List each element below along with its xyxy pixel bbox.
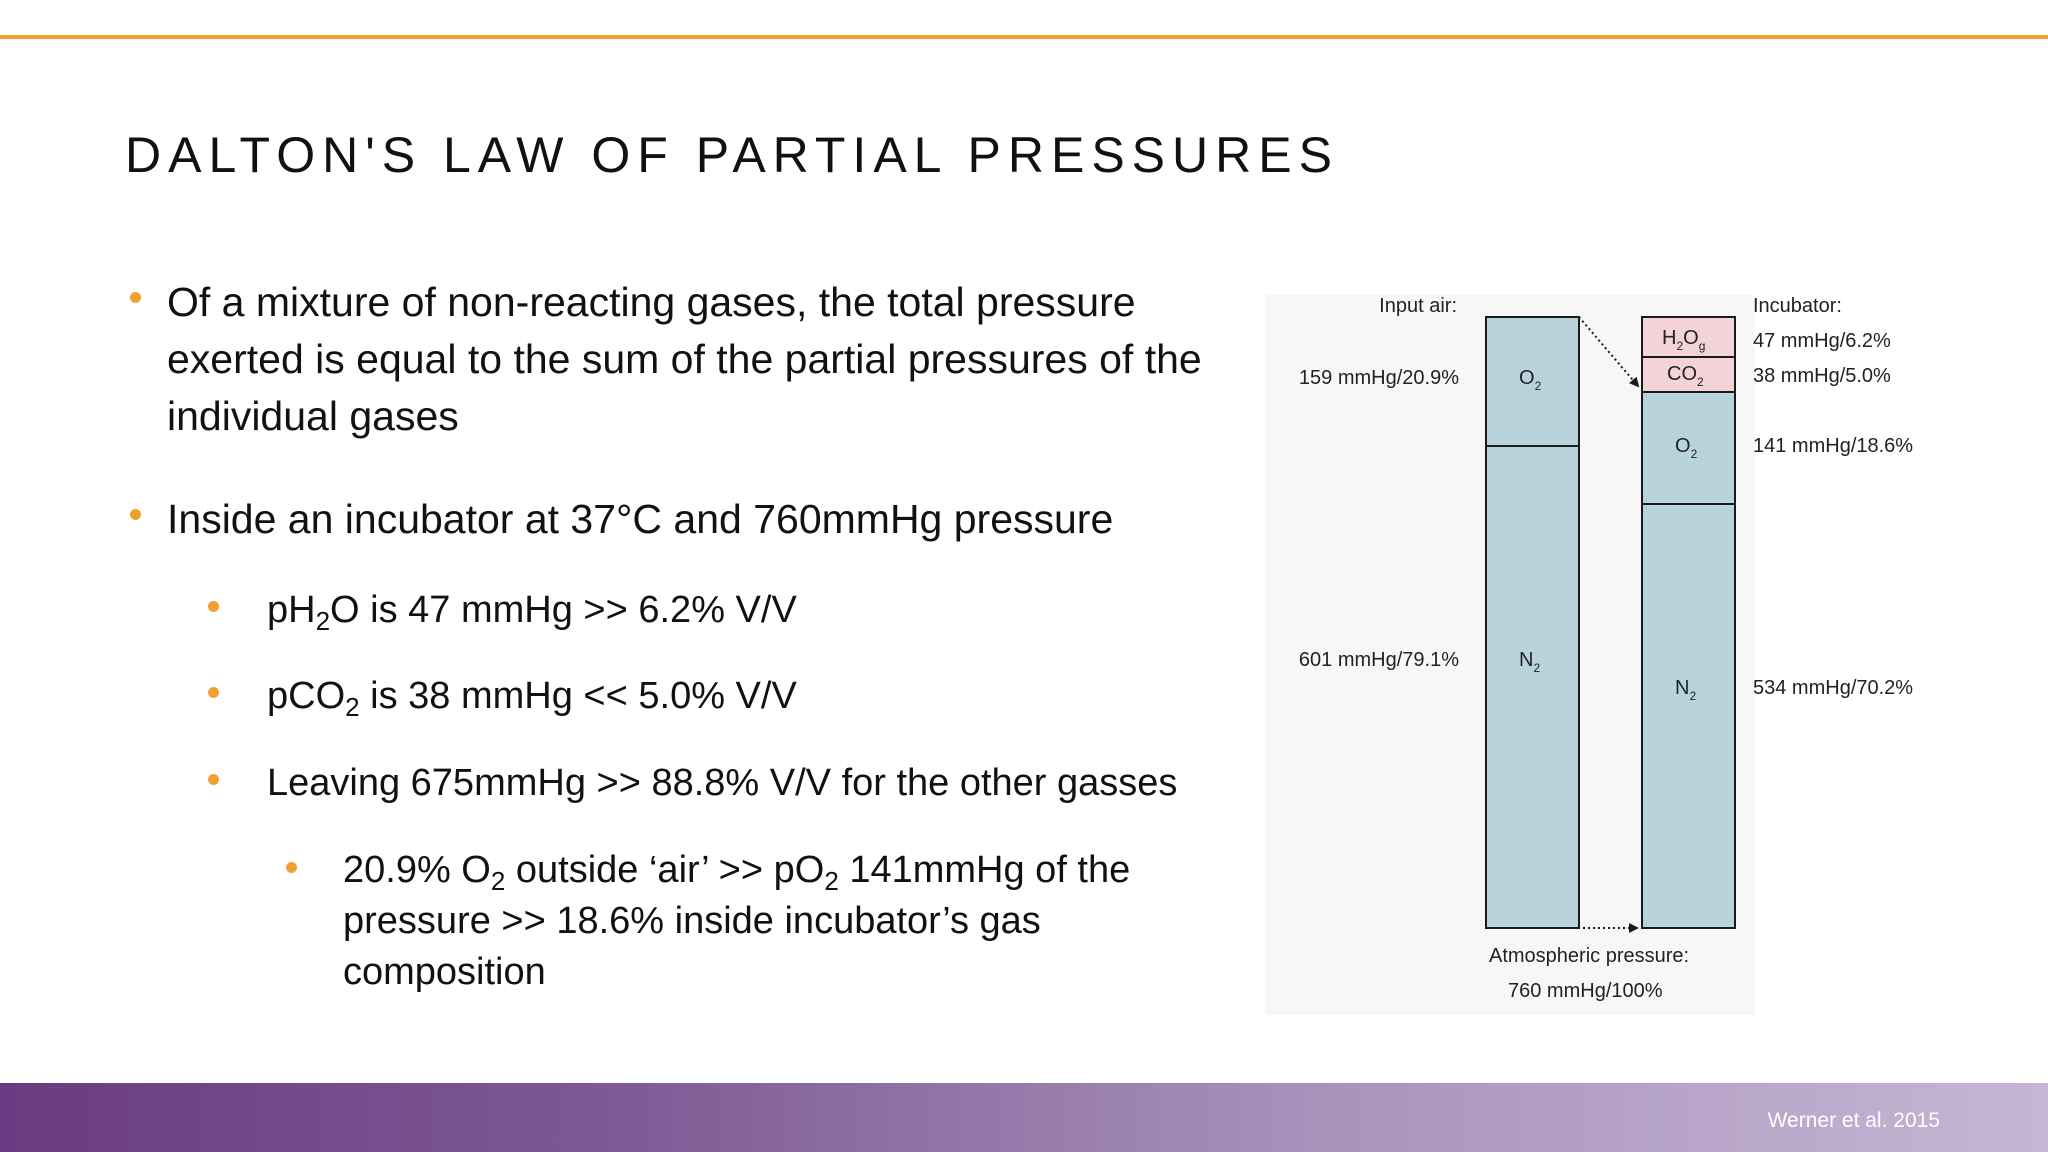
bullet-dot-icon: [130, 292, 141, 303]
bullet-dot-icon: [286, 862, 297, 873]
input-n2-symbol: N2: [1519, 649, 1540, 675]
bullet-dot-icon: [208, 774, 219, 785]
partial-pressure-figure: Input air: Incubator: 159 mmHg/20.9% 601…: [1265, 280, 1985, 1020]
incubator-h2o-box: [1641, 316, 1736, 358]
incubator-o2-box: [1641, 391, 1736, 505]
incubator-co2-value: 38 mmHg/5.0%: [1753, 365, 1891, 387]
incubator-co2-symbol: CO2: [1667, 363, 1704, 389]
bullet-daltons-law: Of a mixture of non-reacting gases, the …: [167, 279, 1202, 439]
input-n2-box: [1485, 445, 1580, 929]
bullet-remaining-gases: Leaving 675mmHg >> 88.8% V/V for the oth…: [267, 762, 1178, 804]
incubator-n2-box: [1641, 503, 1736, 929]
incubator-o2-value: 141 mmHg/18.6%: [1753, 435, 1913, 457]
partial-pressure-diagram: Input air: Incubator: 159 mmHg/20.9% 601…: [1299, 295, 1913, 1002]
top-dotted-arrow: [1578, 316, 1640, 388]
incubator-n2-value: 534 mmHg/70.2%: [1753, 677, 1913, 699]
bullet-dot-icon: [208, 687, 219, 698]
input-n2-value: 601 mmHg/79.1%: [1299, 649, 1459, 671]
input-o2-symbol: O2: [1519, 367, 1542, 393]
incubator-label: Incubator:: [1753, 295, 1842, 317]
bullet-ph2o: pH2O is 47 mmHg >> 6.2% V/V: [267, 589, 797, 636]
bullet-list: Of a mixture of non-reacting gases, the …: [130, 279, 1202, 993]
bullet-pco2: pCO2 is 38 mmHg << 5.0% V/V: [267, 675, 797, 722]
top-accent-rule: [0, 35, 2048, 39]
footer-band: [0, 1083, 2048, 1152]
input-o2-value: 159 mmHg/20.9%: [1299, 367, 1459, 389]
bullet-dot-icon: [130, 509, 141, 520]
incubator-o2-symbol: O2: [1675, 435, 1698, 461]
citation: Werner et al. 2015: [1767, 1109, 1940, 1132]
atmospheric-pressure-value: 760 mmHg/100%: [1508, 980, 1663, 1002]
slide-title: DALTON'S LAW OF PARTIAL PRESSURES: [125, 127, 1339, 183]
incubator-h2o-value: 47 mmHg/6.2%: [1753, 330, 1891, 352]
bullet-incubator-conditions: Inside an incubator at 37°C and 760mmHg …: [167, 496, 1114, 542]
bullet-dot-icon: [208, 601, 219, 612]
incubator-n2-symbol: N2: [1675, 677, 1696, 703]
input-air-label: Input air:: [1379, 295, 1457, 317]
input-o2-box: [1485, 316, 1580, 447]
incubator-h2o-symbol: H2Og: [1662, 327, 1705, 353]
atmospheric-pressure-label: Atmospheric pressure:: [1489, 945, 1689, 967]
bullet-oxygen-fraction: 20.9% O2 outside ‘air’ >> pO2 141mmHg of…: [343, 849, 1131, 993]
incubator-co2-box: [1641, 356, 1736, 393]
